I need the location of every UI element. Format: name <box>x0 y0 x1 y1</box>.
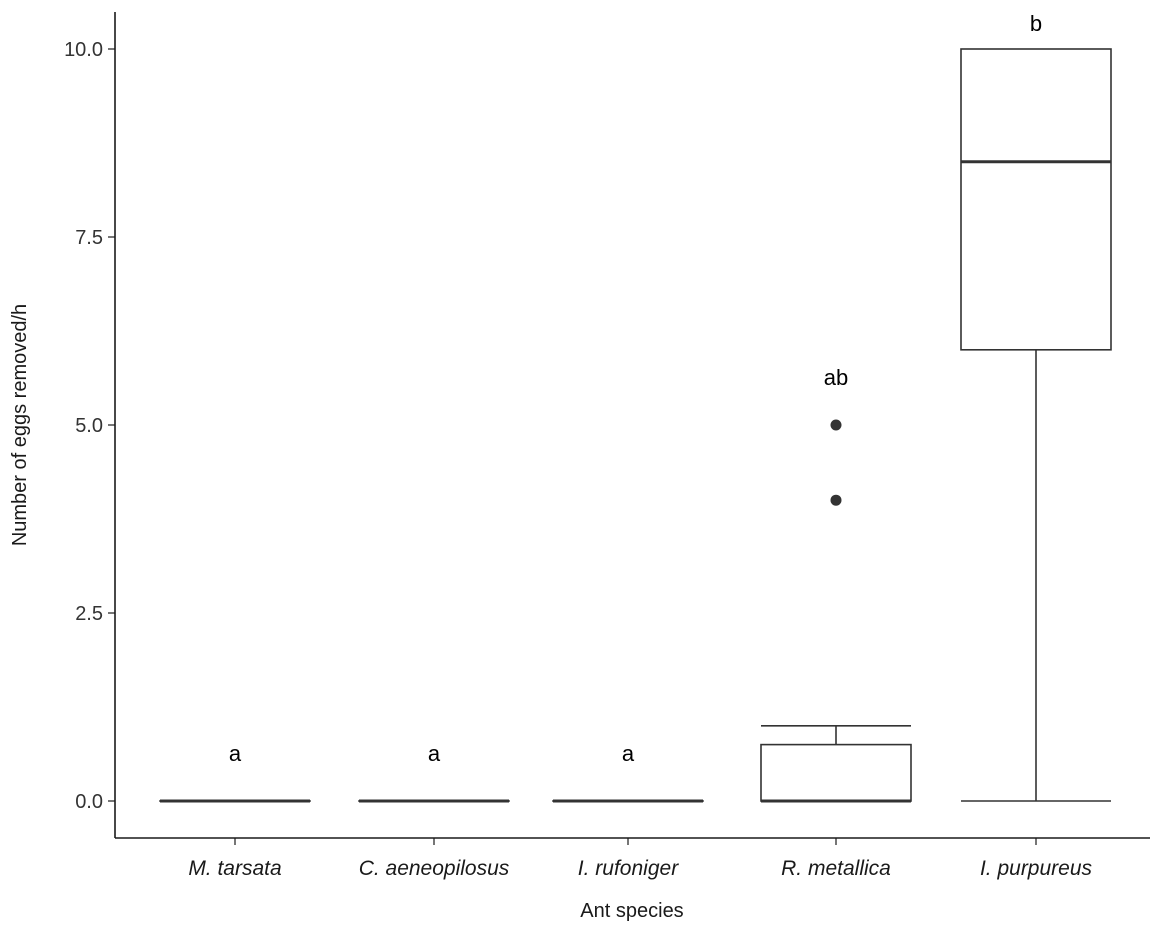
box-rect <box>760 743 912 802</box>
x-axis-title: Ant species <box>580 900 683 922</box>
x-tick-label: M. tarsata <box>188 857 281 880</box>
group-label: a <box>428 741 441 766</box>
y-tick-label: 5.0 <box>75 415 103 437</box>
box-rect <box>960 48 1112 351</box>
group-labels: a a a ab b <box>229 11 1042 766</box>
y-tick-label: 10.0 <box>64 39 103 61</box>
outlier-point <box>830 419 842 431</box>
x-tick-label: R. metallica <box>781 857 891 880</box>
box-4 <box>760 419 912 803</box>
x-tick-label: C. aeneopilosus <box>359 857 510 880</box>
x-tick-label: I. purpureus <box>980 857 1093 880</box>
y-tick-label: 0.0 <box>75 791 103 813</box>
boxes <box>159 48 1112 803</box>
group-label: a <box>622 741 635 766</box>
x-axis: M. tarsata C. aeneopilosus I. rufoniger R. … <box>115 837 1150 880</box>
x-tick-label: I. rufoniger <box>578 857 679 880</box>
y-tick-label: 7.5 <box>75 227 103 249</box>
group-label: ab <box>824 365 848 390</box>
outlier-point <box>830 494 842 506</box>
group-label: a <box>229 741 242 766</box>
group-label: b <box>1030 11 1042 36</box>
y-tick-label: 2.5 <box>75 603 103 625</box>
box-5 <box>960 48 1112 802</box>
y-axis: 0.0 2.5 5.0 7.5 10.0 <box>64 12 116 838</box>
y-axis-title: Number of eggs removed/h <box>9 304 31 546</box>
